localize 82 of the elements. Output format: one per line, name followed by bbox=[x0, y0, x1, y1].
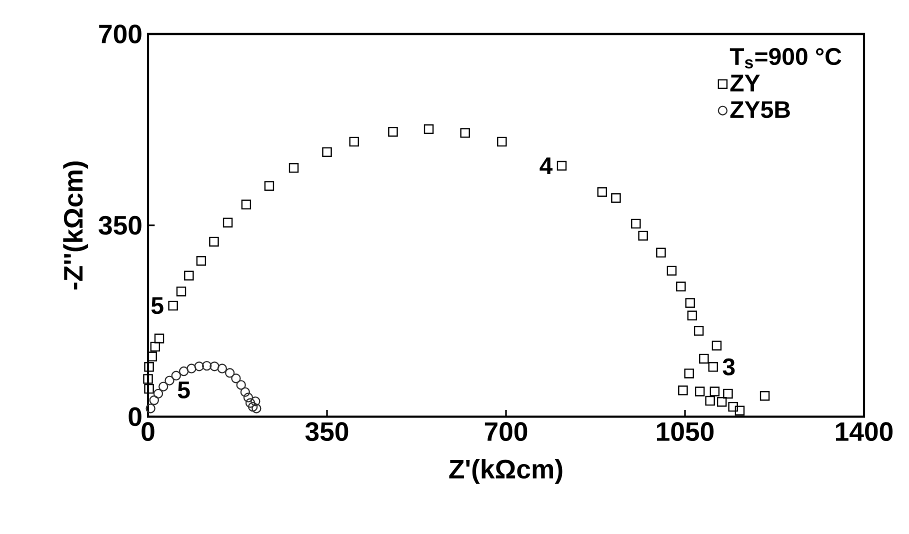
point bbox=[699, 354, 709, 364]
point bbox=[666, 266, 677, 276]
y-tick-label: 350 bbox=[98, 216, 142, 235]
annotation: 4 bbox=[540, 157, 553, 174]
point bbox=[716, 397, 727, 407]
point bbox=[243, 392, 254, 402]
point bbox=[168, 300, 178, 311]
point bbox=[224, 368, 235, 378]
point bbox=[556, 160, 567, 171]
point bbox=[322, 147, 332, 157]
point bbox=[171, 370, 181, 381]
point bbox=[250, 396, 260, 406]
point bbox=[349, 136, 359, 147]
point bbox=[217, 364, 228, 374]
point bbox=[687, 310, 698, 320]
point bbox=[222, 218, 233, 228]
x-tick-label: 1400 bbox=[836, 422, 893, 442]
x-tick-label: 1050 bbox=[657, 422, 714, 442]
legend-title: T$_{s}$=900 °C bbox=[730, 48, 842, 68]
point bbox=[164, 376, 174, 386]
point bbox=[178, 366, 189, 376]
point bbox=[597, 187, 608, 197]
point bbox=[210, 361, 220, 372]
annotation: 5 bbox=[151, 297, 164, 314]
point bbox=[288, 163, 299, 173]
point bbox=[631, 218, 641, 229]
annotation: 5 bbox=[178, 382, 190, 398]
point bbox=[388, 126, 398, 137]
point bbox=[143, 374, 153, 384]
y-axis-title: -Z''(kΩcm) bbox=[63, 161, 88, 290]
point bbox=[241, 200, 252, 210]
point bbox=[678, 386, 688, 396]
point bbox=[186, 364, 196, 374]
point bbox=[685, 298, 695, 308]
point bbox=[146, 404, 156, 414]
point bbox=[760, 391, 770, 401]
x-tick-label: 0 bbox=[142, 422, 154, 442]
point bbox=[209, 236, 219, 247]
point bbox=[236, 380, 246, 390]
point bbox=[723, 388, 733, 399]
point bbox=[144, 384, 154, 394]
point bbox=[497, 136, 507, 147]
legend-label: ZY5B bbox=[730, 101, 790, 118]
point bbox=[149, 395, 160, 406]
point bbox=[611, 193, 621, 203]
point bbox=[176, 286, 186, 296]
point bbox=[158, 382, 168, 392]
point bbox=[154, 334, 164, 344]
point bbox=[194, 361, 204, 372]
point bbox=[264, 181, 274, 191]
y-tick-label: 0 bbox=[128, 407, 142, 426]
point bbox=[252, 404, 262, 414]
point bbox=[694, 326, 704, 336]
x-tick-label: 700 bbox=[484, 422, 528, 442]
annotation: 3 bbox=[722, 358, 735, 376]
point bbox=[710, 386, 720, 396]
point bbox=[708, 362, 718, 372]
point bbox=[734, 406, 745, 416]
point bbox=[712, 340, 722, 350]
point bbox=[184, 270, 194, 280]
point bbox=[676, 282, 686, 292]
point bbox=[460, 128, 470, 138]
point bbox=[424, 124, 434, 134]
y-tick-label: 700 bbox=[99, 24, 142, 44]
point bbox=[153, 388, 164, 399]
point bbox=[196, 256, 206, 266]
point bbox=[245, 398, 256, 408]
point bbox=[231, 374, 241, 384]
point bbox=[638, 230, 648, 241]
point bbox=[705, 396, 715, 406]
legend-label: ZY bbox=[730, 74, 760, 92]
point bbox=[240, 387, 250, 397]
point bbox=[144, 362, 154, 372]
point bbox=[728, 402, 738, 412]
point bbox=[694, 386, 705, 396]
point bbox=[656, 248, 666, 258]
point bbox=[150, 342, 160, 352]
point bbox=[248, 402, 258, 412]
point bbox=[202, 360, 212, 371]
x-tick-label: 350 bbox=[305, 422, 348, 442]
point bbox=[684, 368, 694, 378]
x-axis-title: Z'(kΩcm) bbox=[449, 459, 562, 484]
